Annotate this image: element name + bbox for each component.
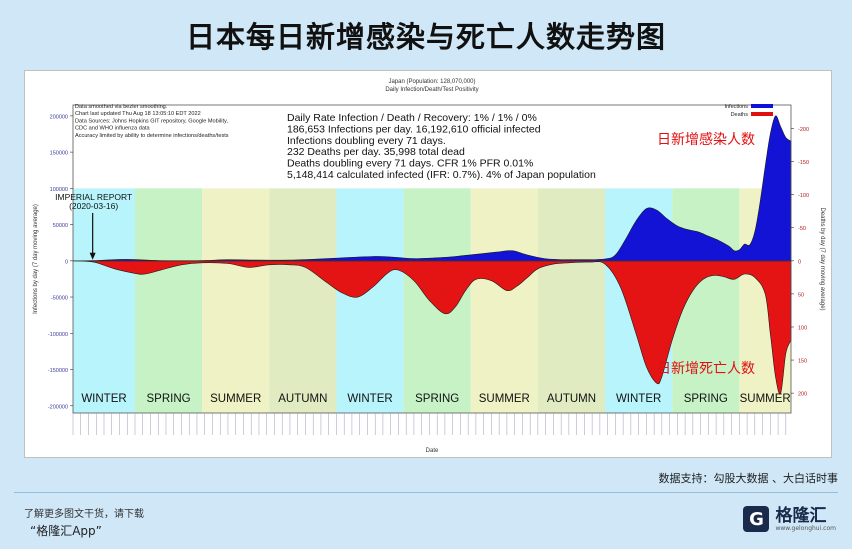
- deaths-area: [72, 260, 792, 395]
- stats-line: 232 Deaths per day. 35,998 total dead: [287, 146, 465, 158]
- season-label: SUMMER: [740, 393, 791, 405]
- footer-tip: 了解更多图文干货，请下载: [24, 509, 144, 520]
- y2-tick-label: 150: [798, 359, 807, 365]
- stats-line: Deaths doubling every 71 days. CFR 1% PF…: [287, 158, 533, 170]
- legend-swatch-deaths: [751, 112, 773, 116]
- annotation-title: IMPERIAL REPORT: [55, 192, 132, 202]
- y2-tick-label: 0: [798, 259, 801, 265]
- y-tick-label: 150000: [50, 151, 68, 157]
- footer-app-name: “格隆汇App”: [30, 524, 102, 538]
- chart-panel: WINTER SPRING SUMMER AUTUMN WINTER SPRING SUMM…: [24, 70, 832, 458]
- legend-label-infections: Infections: [724, 104, 748, 110]
- legend-label-deaths: Deaths: [731, 112, 749, 118]
- brand-name: 格隆汇: [775, 505, 827, 526]
- chart-note: Accuracy limited by ability to determine…: [75, 133, 229, 139]
- annotation-date: (2020-03-16): [69, 201, 118, 211]
- season-label: WINTER: [616, 393, 661, 405]
- season-band: [537, 188, 606, 413]
- brand-logo[interactable]: G 格隆汇 www.gelonghui.com: [743, 506, 836, 532]
- chart-note: CDC and WHO influenza data: [75, 126, 151, 132]
- y2-tick-label: 200: [798, 392, 807, 398]
- footer-divider: [14, 492, 838, 493]
- y-tick-label: -100000: [48, 332, 68, 338]
- chart-note: Chart last updated Thu Aug 18 13:05:10 E…: [75, 111, 201, 117]
- y2-tick-label: 100: [798, 325, 807, 331]
- source-note: 数据支持：勾股大数据 、大白话时事: [658, 472, 839, 485]
- season-band: [202, 188, 270, 413]
- y-tick-label: -200000: [48, 404, 68, 410]
- season-label: SPRING: [415, 393, 459, 405]
- y2-axis-label: Deaths by day (7 day moving average): [819, 207, 825, 310]
- page-title: 日本每日新增感染与死亡人数走势图: [185, 20, 666, 54]
- chart-note: Data smoothed via bezier smoothing.: [75, 104, 168, 110]
- season-band: [470, 188, 538, 413]
- plot-frame: [72, 104, 792, 414]
- season-band: [336, 188, 404, 413]
- season-label: SUMMER: [210, 393, 261, 405]
- y-tick-label: 100000: [50, 187, 68, 193]
- y2-tick-label: -50: [798, 226, 806, 232]
- season-label: AUTUMN: [547, 393, 596, 405]
- season-label: AUTUMN: [278, 393, 327, 405]
- annotation-arrow-head: [89, 252, 96, 260]
- callout-deaths: 日新增死亡人数: [657, 361, 755, 377]
- stats-line: 5,148,414 calculated infected (IFR: 0.7%…: [287, 169, 596, 181]
- axes: [70, 104, 794, 435]
- season-label: SPRING: [147, 393, 191, 405]
- y-axis-label: Infections by day (7 day moving average): [33, 204, 39, 314]
- series-areas: [72, 115, 792, 395]
- y-tick-label: 200000: [50, 114, 68, 120]
- y-tick-label: 50000: [53, 223, 68, 229]
- season-label: WINTER: [347, 393, 392, 405]
- chart-texts: WINTER SPRING SUMMER AUTUMN WINTER SPRING SUMM…: [33, 79, 825, 454]
- callout-infections: 日新增感染人数: [657, 131, 755, 148]
- infections-area: [72, 115, 792, 262]
- y-tick-label: 0: [65, 259, 68, 265]
- x-axis-label: Date: [426, 448, 439, 454]
- stats-line: Daily Rate Infection / Death / Recovery:…: [287, 112, 537, 124]
- chart-title: Japan (Population: 128,070,000): [388, 79, 475, 85]
- y2-tick-label: 50: [798, 292, 804, 298]
- y2-tick-label: -100: [798, 193, 809, 199]
- season-label: SPRING: [684, 393, 728, 405]
- stats-line: Infections doubling every 71 days.: [287, 135, 446, 147]
- chart-subtitle: Daily Infection/Death/Test Positivity: [385, 87, 478, 93]
- brand-g-icon: G: [743, 506, 770, 532]
- covid-chart: WINTER SPRING SUMMER AUTUMN WINTER SPRING SUMM…: [33, 79, 825, 454]
- y2-tick-label: -150: [798, 160, 809, 166]
- y-tick-label: -150000: [48, 368, 68, 374]
- stats-line: 186,653 Infections per day. 16,192,610 o…: [287, 123, 541, 135]
- y2-tick-label: -200: [798, 127, 809, 133]
- brand-url: www.gelonghui.com: [775, 524, 836, 532]
- chart-note: Data Sources: Johns Hopkins GIT reposito…: [75, 118, 228, 124]
- y-tick-label: -50000: [51, 296, 68, 302]
- legend-swatch-infections: [751, 104, 773, 108]
- season-label: WINTER: [81, 393, 126, 405]
- season-band: [73, 188, 135, 413]
- season-band: [134, 188, 203, 413]
- season-label: SUMMER: [479, 393, 530, 405]
- season-band: [269, 188, 337, 413]
